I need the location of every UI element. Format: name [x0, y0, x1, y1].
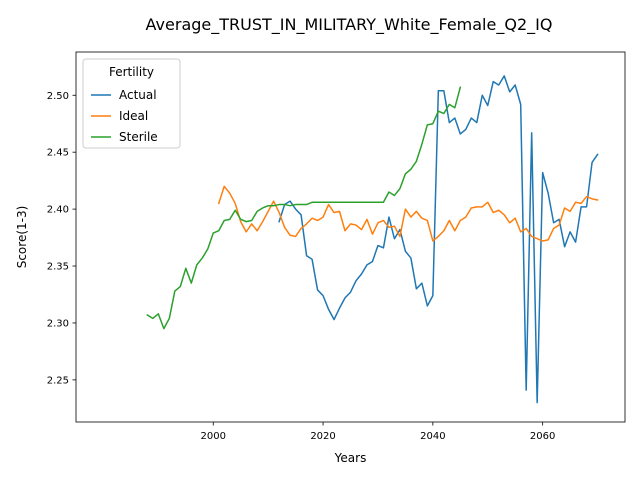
y-tick-label: 2.25: [47, 375, 69, 386]
x-axis-label: Years: [334, 451, 367, 465]
legend-label-ideal: Ideal: [119, 109, 148, 123]
y-axis-label: Score(1-3): [15, 206, 29, 269]
chart-title: Average_TRUST_IN_MILITARY_White_Female_Q…: [146, 15, 553, 35]
y-tick-label: 2.40: [47, 205, 69, 216]
y-tick-label: 2.50: [47, 91, 69, 102]
x-tick-label: 2020: [310, 431, 335, 442]
x-tick-label: 2040: [420, 431, 445, 442]
legend-label-sterile: Sterile: [119, 130, 158, 144]
series-line-sterile: [147, 87, 460, 328]
legend-label-actual: Actual: [119, 88, 157, 102]
y-tick-label: 2.30: [47, 318, 69, 329]
legend: Fertility Actual Ideal Sterile: [83, 59, 180, 148]
y-tick-label: 2.45: [47, 148, 69, 159]
legend-title: Fertility: [109, 65, 154, 79]
series-line-actual: [279, 76, 597, 403]
x-tick-label: 2060: [530, 431, 555, 442]
plot-area: [147, 76, 597, 403]
y-tick-label: 2.35: [47, 262, 69, 273]
x-tick-label: 2000: [201, 431, 226, 442]
